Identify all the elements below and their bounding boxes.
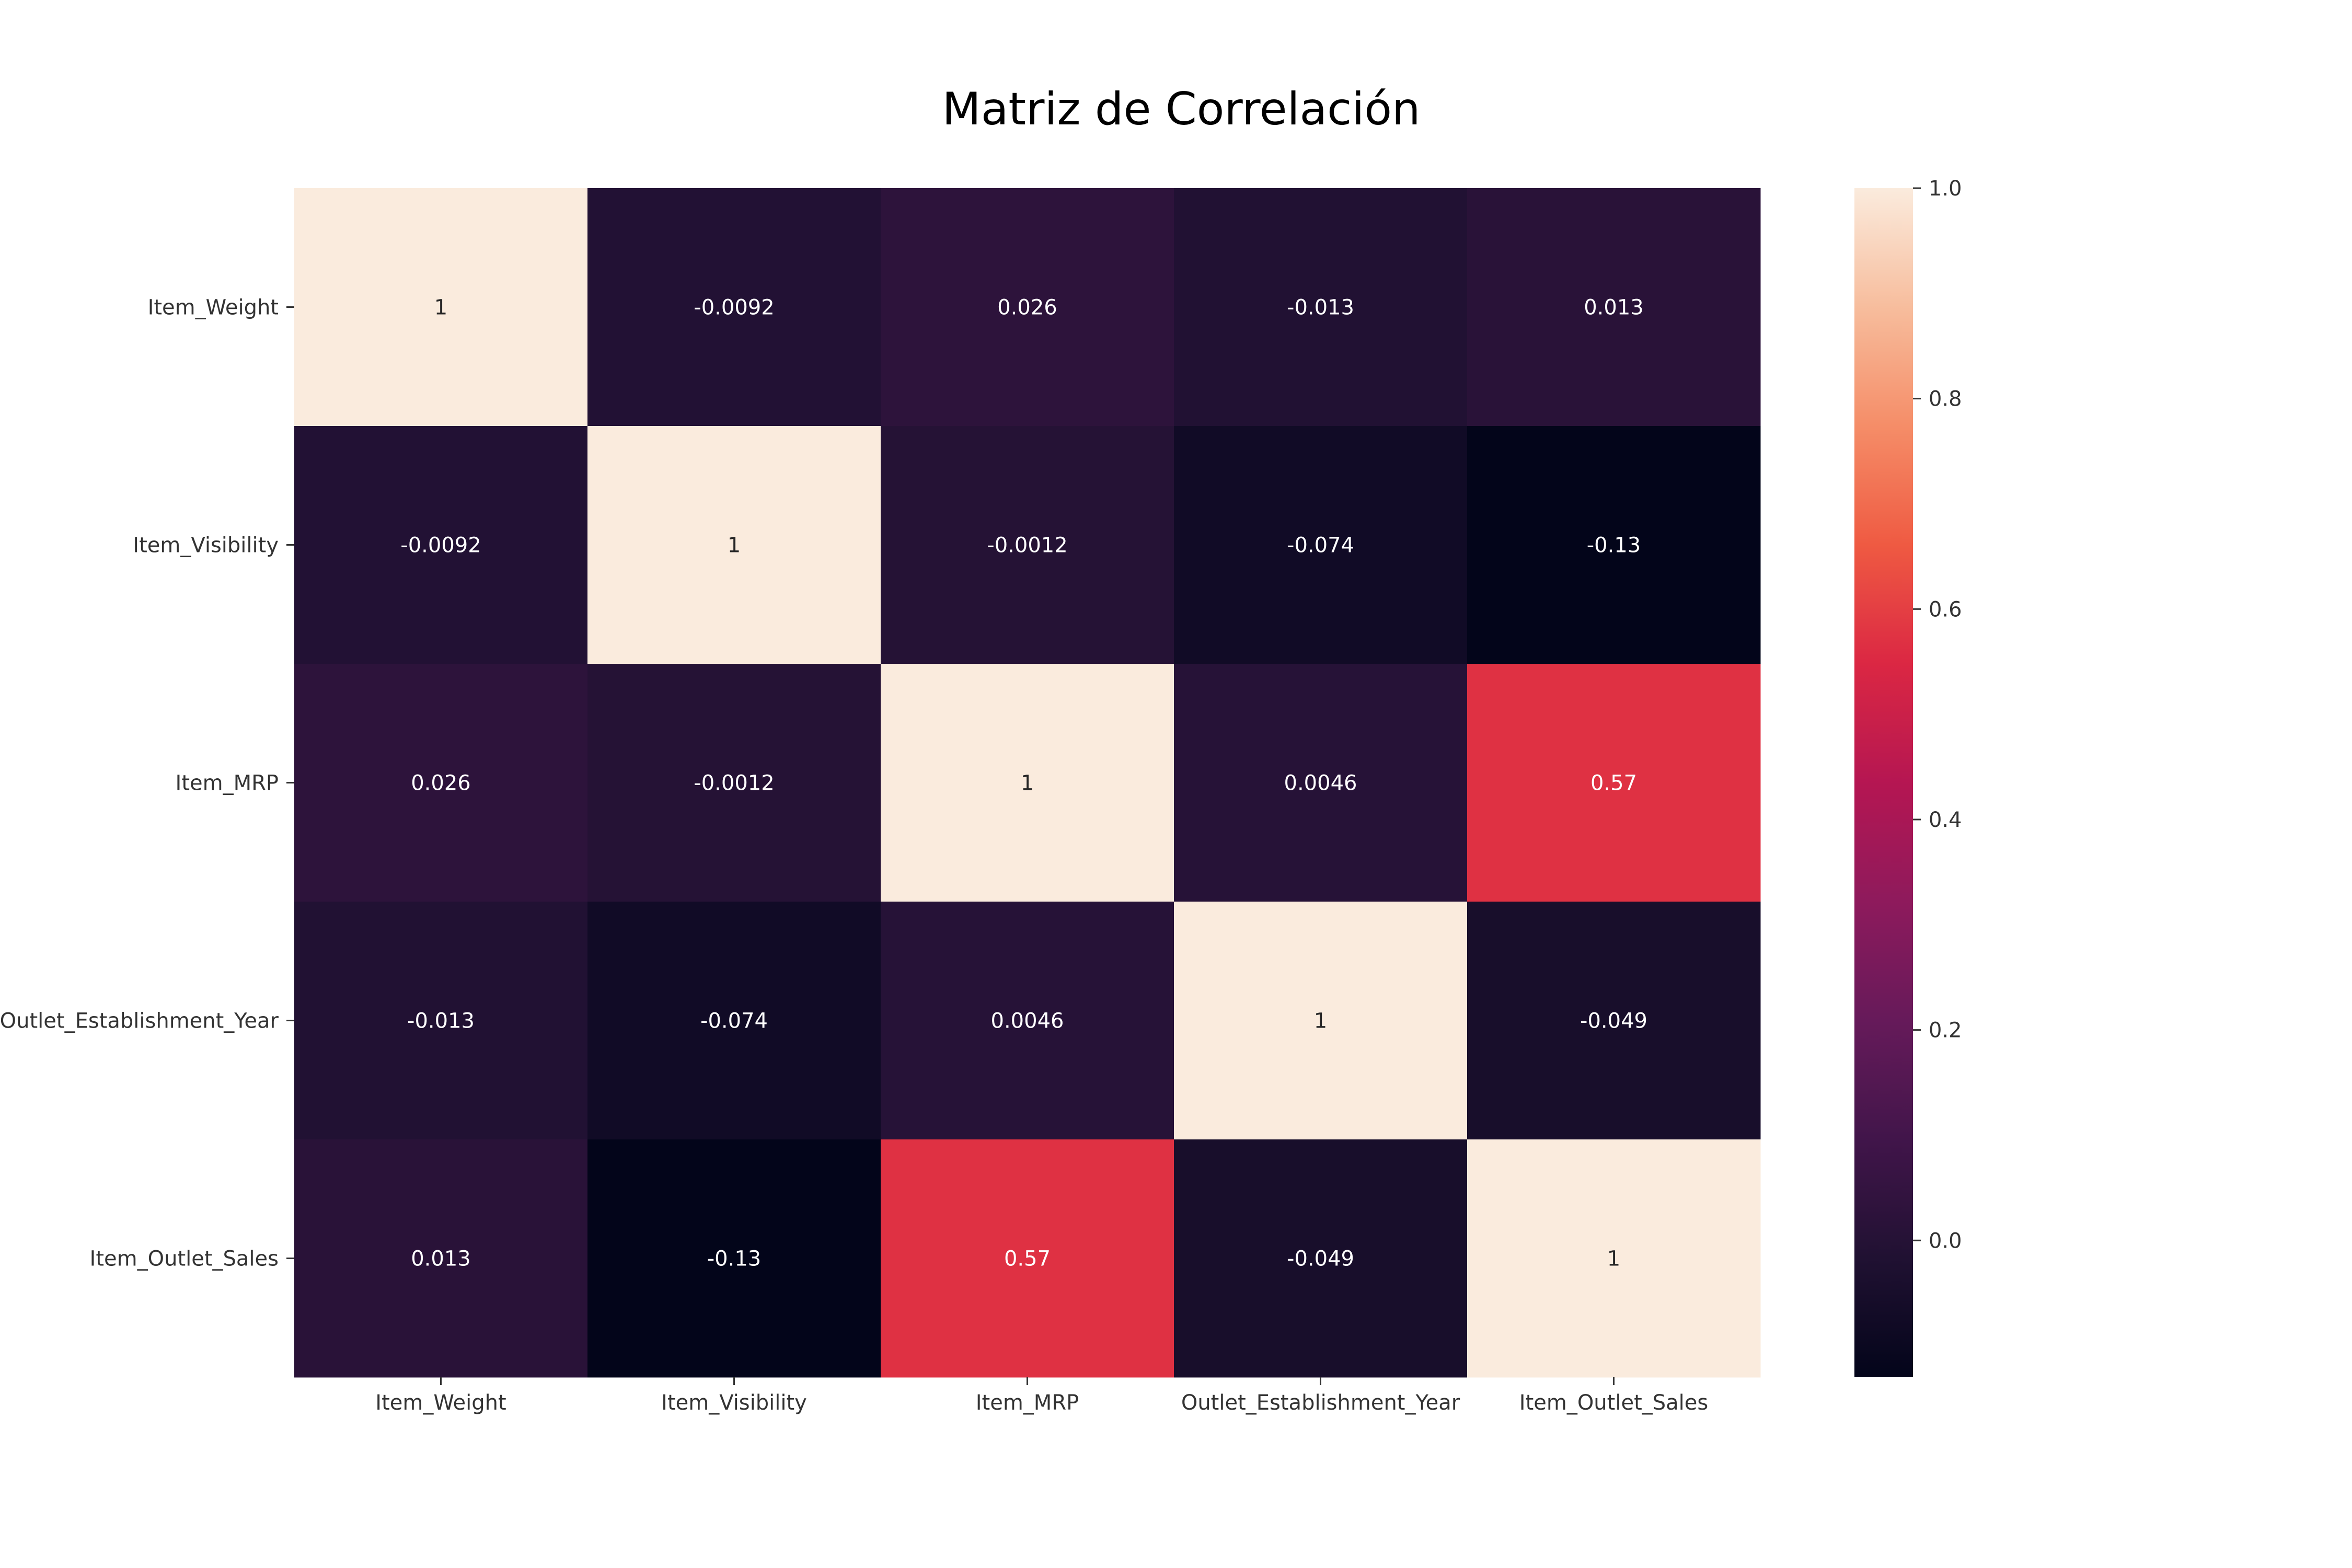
cell-annotation: 0.57 [1590, 771, 1637, 795]
y-tick-label: Outlet_Establishment_Year [0, 1009, 279, 1033]
cell-annotation: -0.0092 [400, 534, 481, 558]
cell-annotation: -0.049 [1287, 1247, 1354, 1271]
cell-annotation: 0.026 [411, 771, 471, 795]
x-axis: Item_Weight Item_Visibility Item_MRP Outlet… [375, 1377, 1708, 1415]
cell-annotation: 1 [728, 534, 741, 558]
x-tick-label: Item_Visibility [661, 1391, 807, 1415]
heatmap-cell [294, 664, 588, 902]
heatmap-cell [587, 426, 881, 664]
colorbar-gradient [1854, 188, 1913, 1377]
heatmap-cell [1467, 1139, 1761, 1378]
cell-annotation: 1 [1607, 1247, 1620, 1271]
heatmap-cell [1467, 902, 1761, 1140]
heatmap-cell [1174, 426, 1468, 664]
heatmap-cell [294, 188, 588, 426]
heatmap-cell [1467, 664, 1761, 902]
y-tick-label: Item_Weight [148, 296, 279, 320]
cell-annotation: 0.026 [997, 296, 1057, 320]
chart-title: Matriz de Correlación [942, 83, 1421, 135]
heatmap-cell [1174, 902, 1468, 1140]
cell-annotation: -0.074 [700, 1009, 768, 1033]
cell-annotation: -0.049 [1580, 1009, 1647, 1033]
x-tick-label: Item_MRP [976, 1391, 1079, 1415]
cell-annotation: -0.013 [1287, 296, 1354, 320]
cell-annotation: -0.074 [1287, 534, 1354, 558]
cell-annotation: -0.13 [707, 1247, 762, 1271]
x-tick-label: Item_Outlet_Sales [1519, 1391, 1708, 1415]
cell-annotation: 0.013 [1584, 296, 1644, 320]
heatmap-cells [294, 188, 1761, 1378]
y-axis: Item_Weight Item_Visibility Item_MRP Outlet… [0, 296, 294, 1271]
x-tick-label: Item_Weight [375, 1391, 506, 1415]
y-tick-label: Item_Outlet_Sales [90, 1247, 279, 1271]
cell-annotation: 0.0046 [1284, 771, 1357, 795]
colorbar-tick-label: 0.8 [1929, 387, 1962, 411]
cell-annotation: -0.13 [1587, 534, 1641, 558]
heatmap-cell [1174, 664, 1468, 902]
heatmap-cell [1467, 188, 1761, 426]
y-tick-label: Item_MRP [176, 771, 279, 795]
colorbar-tick-label: 0.0 [1929, 1229, 1962, 1253]
cell-annotation: 0.0046 [991, 1009, 1064, 1033]
heatmap-cell [881, 664, 1174, 902]
cell-annotation: 0.57 [1004, 1247, 1051, 1271]
heatmap-cell [587, 188, 881, 426]
cell-annotation: -0.0092 [694, 296, 774, 320]
cell-annotation: 1 [1021, 771, 1034, 795]
cell-annotation: -0.0012 [694, 771, 774, 795]
x-tick-label: Outlet_Establishment_Year [1181, 1391, 1460, 1415]
colorbar-tick-label: 0.6 [1929, 597, 1962, 621]
cell-annotation: 1 [1314, 1009, 1327, 1033]
heatmap-cell [587, 1139, 881, 1378]
heatmap-cell [881, 1139, 1174, 1378]
heatmap-cell [294, 902, 588, 1140]
colorbar: 0.0 0.2 0.4 0.6 0.8 1.0 [1854, 177, 1962, 1377]
heatmap-cell [294, 1139, 588, 1378]
heatmap-cell [1467, 426, 1761, 664]
heatmap-cell [1174, 188, 1468, 426]
cell-annotation: -0.013 [407, 1009, 475, 1033]
heatmap-cell [881, 426, 1174, 664]
heatmap-cell [881, 188, 1174, 426]
heatmap-cell [881, 902, 1174, 1140]
heatmap-cell [1174, 1139, 1468, 1378]
heatmap-cell [587, 902, 881, 1140]
colorbar-tick-label: 1.0 [1929, 177, 1962, 201]
cell-annotation: 1 [434, 296, 447, 320]
cell-annotation: 0.013 [411, 1247, 471, 1271]
colorbar-tick-label: 0.4 [1929, 808, 1962, 832]
heatmap-cell [294, 426, 588, 664]
colorbar-tick-label: 0.2 [1929, 1019, 1962, 1043]
y-tick-label: Item_Visibility [133, 534, 279, 558]
cell-annotations: 1 -0.0092 0.026 -0.013 0.013 -0.0092 1 -0.0012 -… [400, 296, 1647, 1271]
cell-annotation: -0.0012 [987, 534, 1067, 558]
heatmap-cell [587, 664, 881, 902]
